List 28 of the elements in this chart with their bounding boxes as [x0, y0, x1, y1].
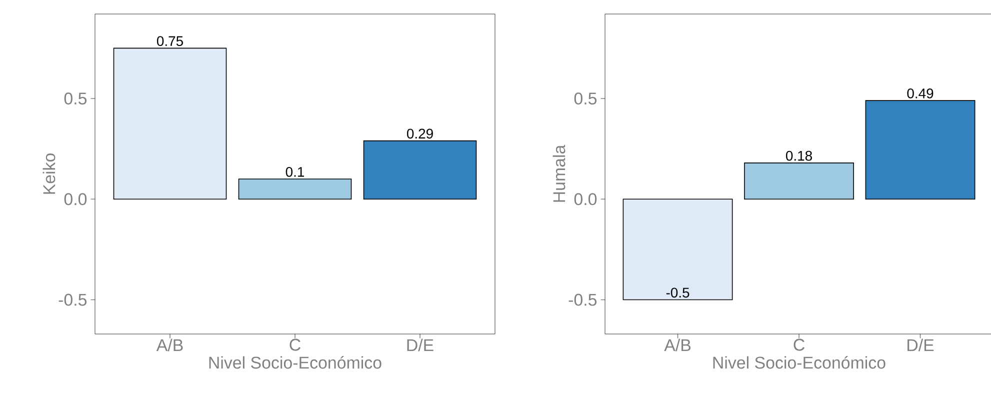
x-axis-title: Nivel Socio-Económico — [209, 356, 382, 369]
x-tick-label: C — [290, 338, 300, 351]
data-label: 0.1 — [286, 166, 304, 177]
y-tick-label: -0.5 — [568, 294, 597, 306]
data-label: 0.49 — [907, 88, 934, 98]
y-tick-label: 0.5 — [64, 92, 87, 105]
bar — [865, 100, 976, 200]
data-label: 0.75 — [156, 36, 183, 46]
data-label: 0.18 — [786, 150, 812, 161]
y-tick-label: 0.0 — [64, 193, 87, 206]
x-tick-label: D/E — [407, 338, 434, 352]
bar — [238, 178, 352, 200]
y-tick-label: 0.0 — [574, 193, 597, 206]
x-tick-label: C — [794, 338, 804, 351]
y-axis-title: Humala — [552, 144, 566, 202]
y-tick-label: 0.5 — [574, 92, 597, 105]
x-axis-title: Nivel Socio-Económico — [713, 356, 886, 369]
y-tick-label: -0.5 — [58, 294, 87, 306]
data-label: -0.5 — [666, 288, 690, 298]
bar — [744, 162, 854, 200]
x-tick-label: D/E — [908, 338, 934, 352]
y-axis-title: Keiko — [42, 154, 56, 194]
x-tick-label: A/B — [664, 338, 691, 352]
bar — [113, 48, 227, 200]
bar — [622, 198, 733, 300]
bar — [363, 140, 477, 200]
data-label: 0.29 — [406, 128, 433, 139]
x-tick-label: A/B — [156, 338, 183, 352]
